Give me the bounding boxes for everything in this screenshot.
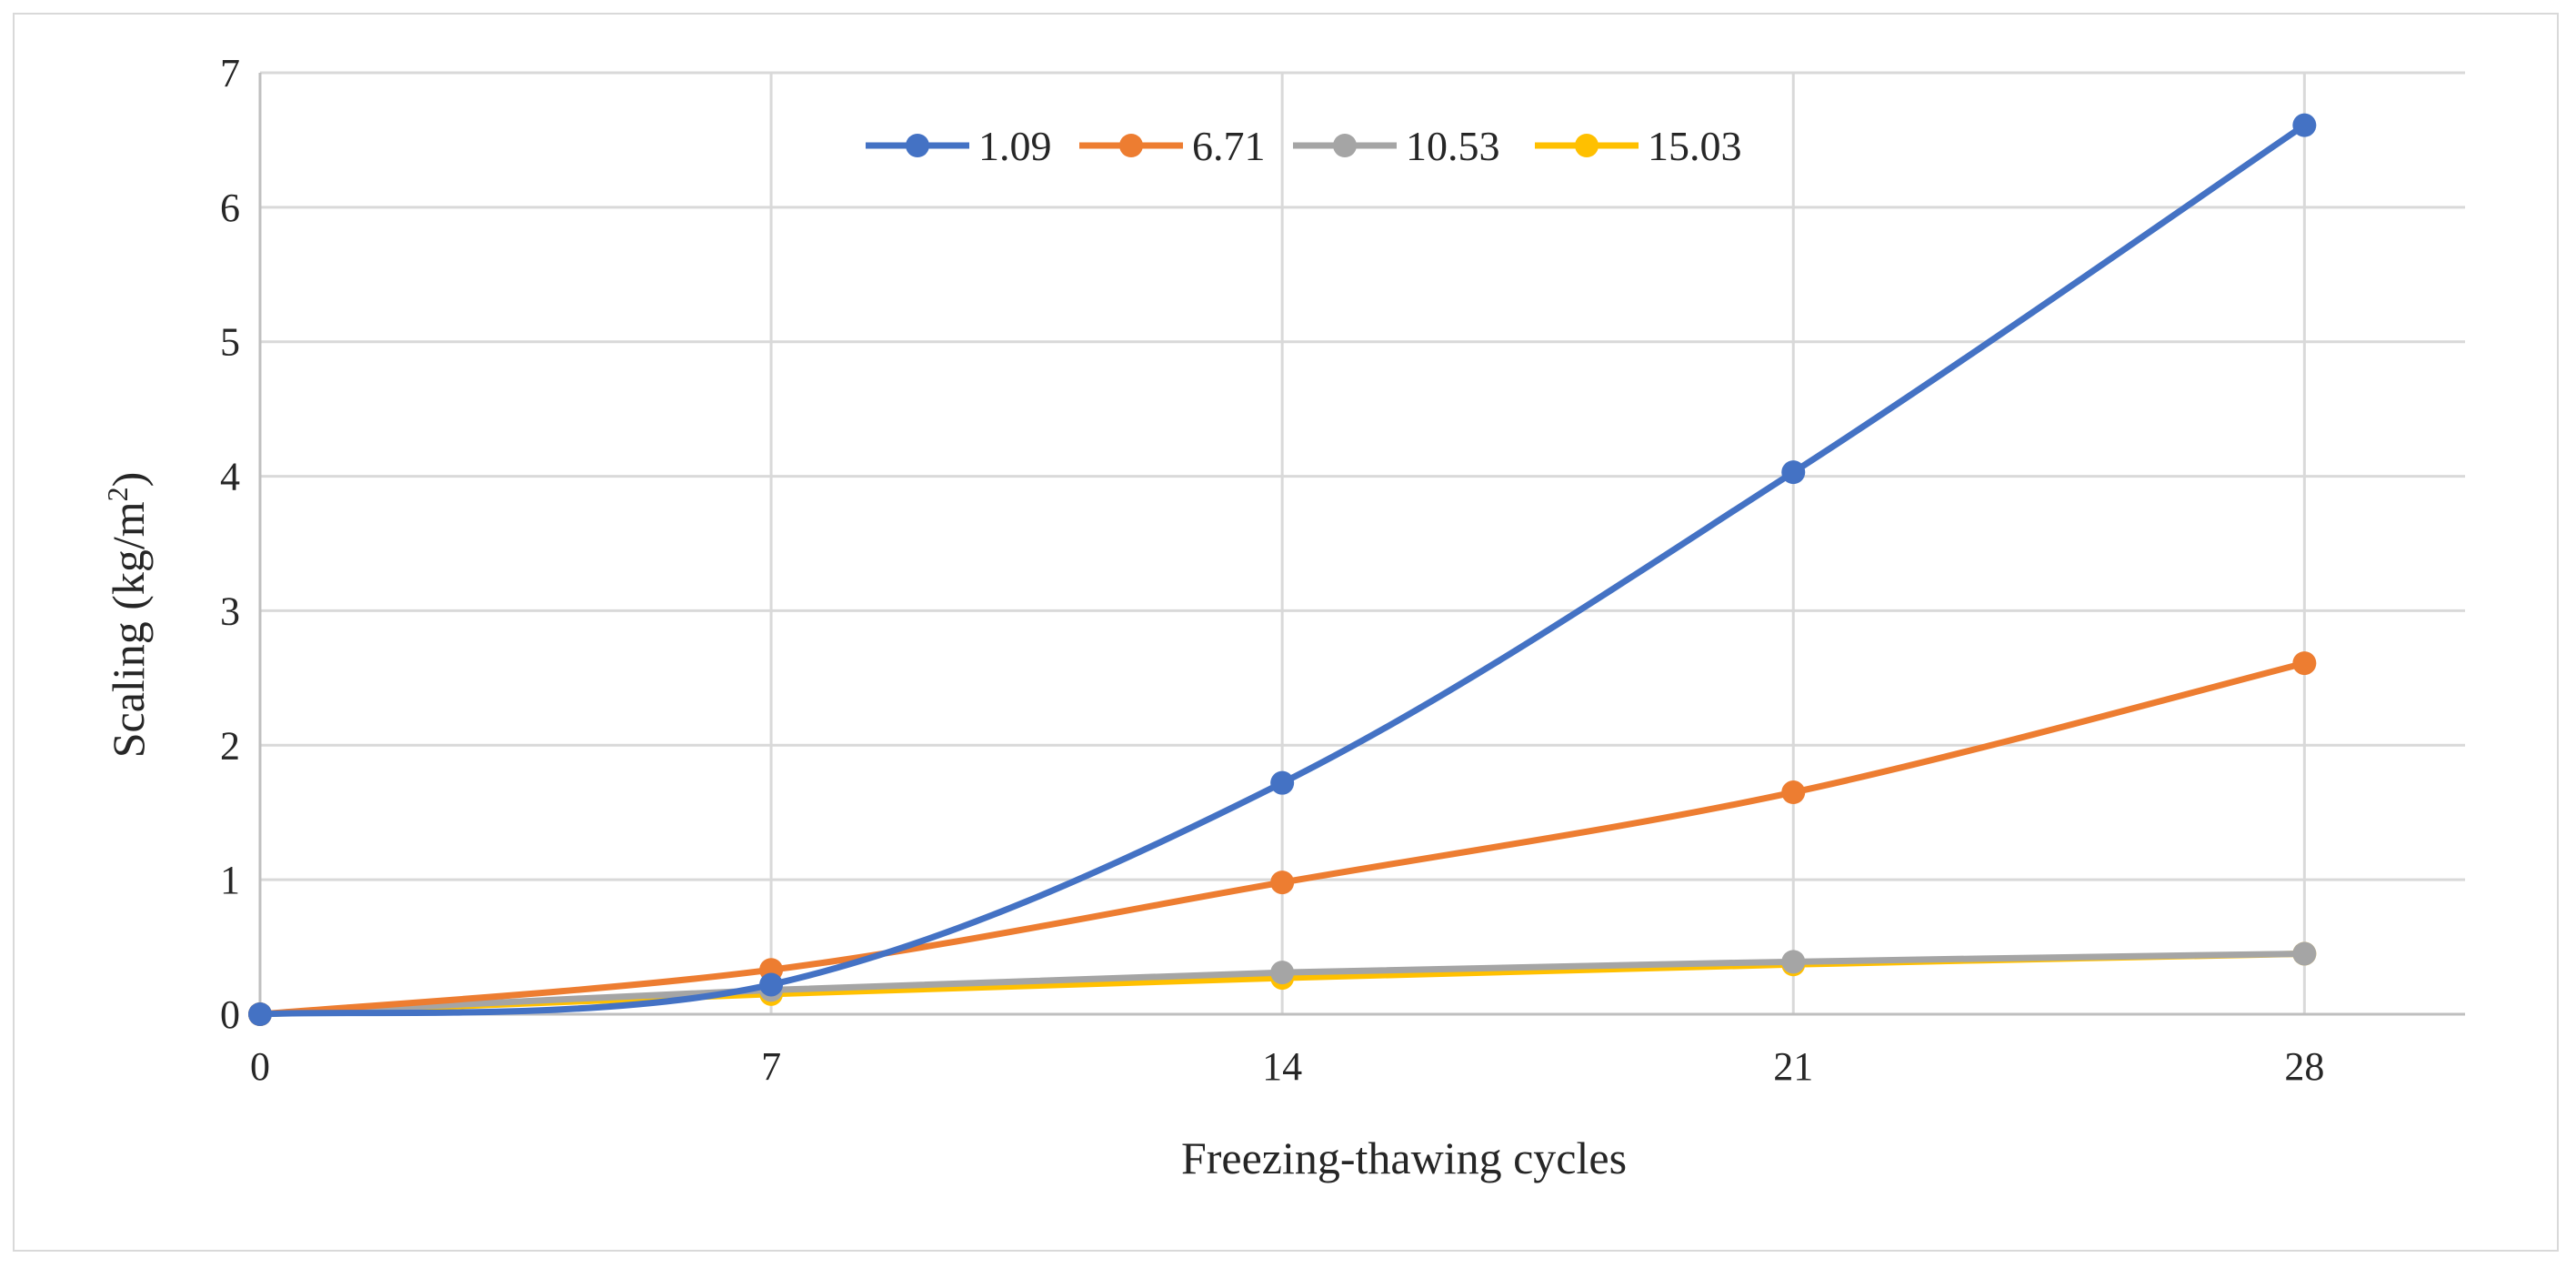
series-line-1.09	[256, 122, 2308, 1018]
data-point-6.71-x14	[1270, 870, 1295, 895]
data-point-10.53-x21	[1781, 950, 1806, 974]
legend-item-15.03[interactable]: 15.03	[1535, 123, 1742, 169]
y-tick-label-6: 6	[220, 186, 240, 230]
data-point-6.71-x21	[1781, 780, 1806, 805]
legend-marker-10.53	[1333, 134, 1357, 157]
x-tick-label-7: 7	[761, 1044, 781, 1089]
axes	[258, 73, 2465, 1016]
y-tick-label-0: 0	[220, 992, 240, 1037]
legend-marker-1.09	[906, 134, 929, 157]
data-point-10.53-x14	[1270, 961, 1295, 985]
legend[interactable]: 1.09 6.71 10.53 15.03	[866, 123, 1742, 169]
x-tick-label-14: 14	[1262, 1044, 1302, 1089]
legend-label-1.09: 1.09	[978, 123, 1052, 169]
legend-item-1.09[interactable]: 1.09	[866, 123, 1052, 169]
y-tick-label-4: 4	[220, 455, 240, 499]
data-point-1.09-x7	[759, 972, 784, 997]
y-axis-title-close: )	[103, 472, 154, 488]
x-axis-title: Freezing-thawing cycles	[1181, 1132, 1627, 1183]
legend-label-15.03: 15.03	[1648, 123, 1742, 169]
tick-labels: 0 1 2 3 4 5 6 7 0 7 14 21 28	[220, 51, 2324, 1089]
x-tick-label-0: 0	[250, 1044, 270, 1089]
y-tick-label-3: 3	[220, 589, 240, 633]
data-point-6.71-x28	[2292, 651, 2317, 676]
series	[248, 113, 2317, 1026]
legend-item-10.53[interactable]: 10.53	[1293, 123, 1500, 169]
chart-frame	[13, 13, 2559, 1252]
legend-label-6.71: 6.71	[1192, 123, 1266, 169]
y-axis-title-superscript: 2	[101, 487, 134, 501]
y-tick-label-1: 1	[220, 858, 240, 902]
y-tick-label-5: 5	[220, 320, 240, 365]
legend-marker-6.71	[1119, 134, 1143, 157]
y-tick-label-7: 7	[220, 51, 240, 96]
data-point-1.09-x14	[1270, 770, 1295, 795]
legend-item-6.71[interactable]: 6.71	[1079, 123, 1266, 169]
data-point-10.53-x28	[2292, 941, 2317, 966]
x-tick-label-21: 21	[1773, 1044, 1813, 1089]
data-point-1.09-x28	[2292, 113, 2317, 137]
grid	[260, 71, 2465, 1014]
data-point-1.09-x0	[248, 1002, 272, 1026]
series-1.09	[248, 113, 2317, 1026]
legend-marker-15.03	[1575, 134, 1599, 157]
y-axis-title: Scaling (kg/m2)	[101, 472, 154, 759]
legend-label-10.53: 10.53	[1406, 123, 1500, 169]
x-tick-label-28: 28	[2284, 1044, 2324, 1089]
y-axis-title-main: Scaling (kg/m	[103, 501, 154, 758]
y-tick-label-2: 2	[220, 723, 240, 768]
data-point-1.09-x21	[1781, 460, 1806, 485]
